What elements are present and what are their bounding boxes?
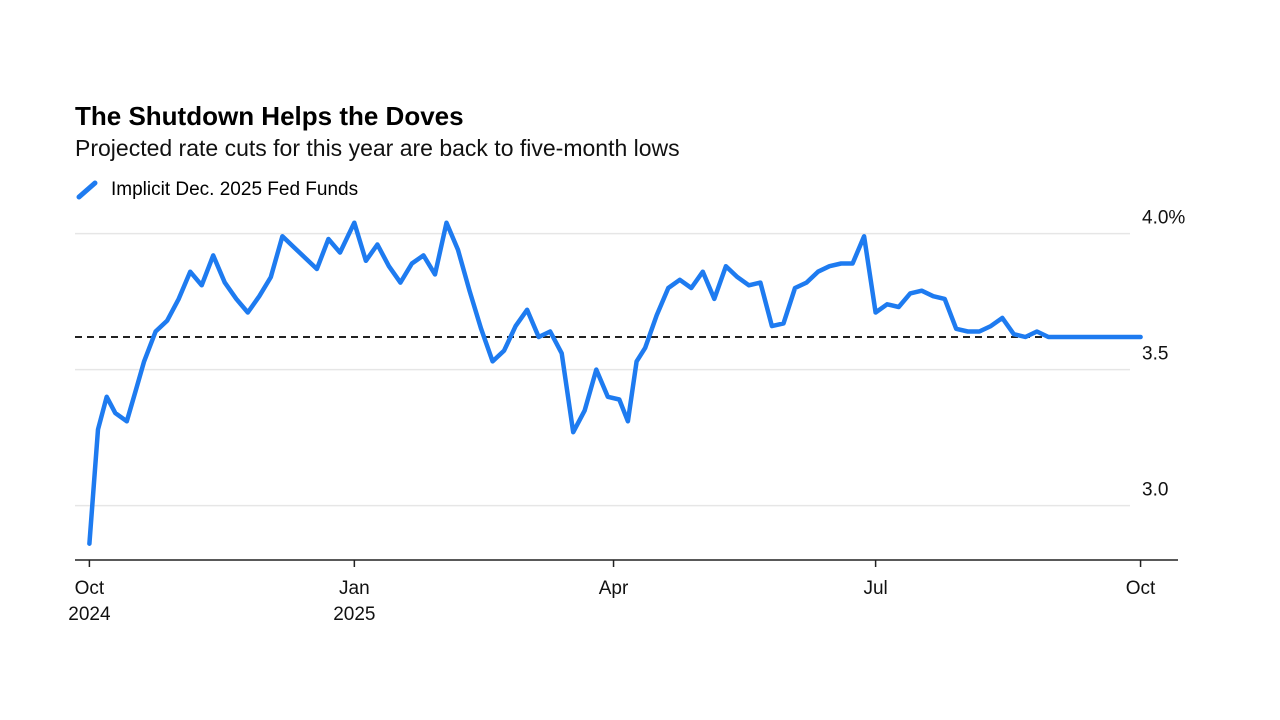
gridlines [75,232,1130,507]
chart-subtitle: Projected rate cuts for this year are ba… [75,135,680,161]
x-tick-year-label: 2025 [333,604,375,625]
y-tick-label: 4.0% [1142,208,1185,229]
x-tick-label: Apr [599,578,629,599]
x-tick-year-label: 2024 [68,604,111,625]
x-axis-labels: Oct 2024 Jan 2025 Apr Jul Oct [68,578,1156,625]
series-layer [87,220,1143,546]
y-tick-label: 3.5 [1142,344,1168,365]
x-tick-label: Jul [863,578,887,599]
legend: Implicit Dec. 2025 Fed Funds [75,179,358,201]
legend-label: Implicit Dec. 2025 Fed Funds [111,179,359,200]
chart-title: The Shutdown Helps the Doves [75,101,464,131]
series-line-implicit-fed-funds [87,220,1143,546]
x-tick-label: Oct [75,578,105,599]
legend-swatch-icon [76,180,98,200]
x-tick-label: Oct [1126,578,1156,599]
x-tick-label: Jan [339,578,370,599]
y-tick-label: 3.0 [1142,480,1168,501]
x-axis [75,559,1178,567]
y-axis-labels: 4.0% 3.5 3.0 [1142,208,1185,501]
